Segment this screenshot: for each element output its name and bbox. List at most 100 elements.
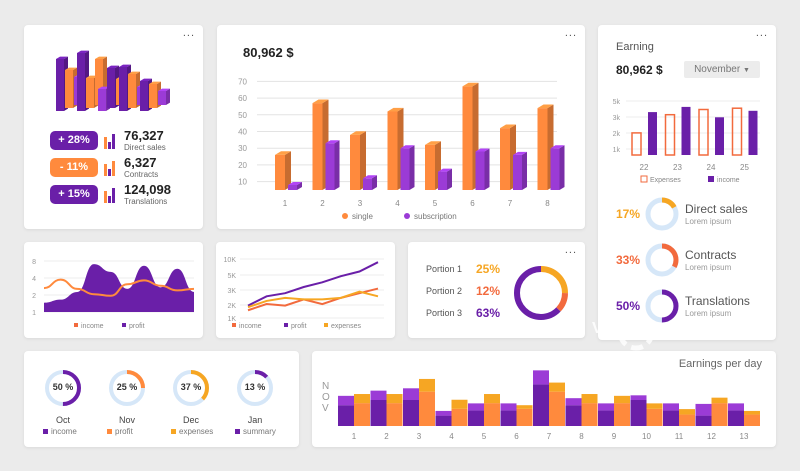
- stat-label: Translations: [124, 197, 168, 206]
- monthly-rings-card: 50 % Oct income 25 % Nov profit 37 % Dec expense…: [24, 351, 299, 447]
- per-day-side-label: NOV: [322, 381, 330, 414]
- day-bar-orange: [646, 408, 663, 426]
- day-bar-purple-top: [403, 388, 419, 400]
- stats-card: ... + 28% 76,327 Direct sales - 11% 6,327 Con…: [24, 25, 203, 229]
- month-select[interactable]: November ▼: [684, 61, 760, 78]
- day-bar-orange-top: [451, 399, 468, 409]
- stat-label: Contracts: [124, 170, 159, 179]
- y-tick-label: 3k: [613, 115, 621, 122]
- metric-title: Translations: [685, 294, 750, 308]
- ring-percent: 25 %: [116, 382, 138, 392]
- x-tick-label: 7: [508, 199, 513, 208]
- metric-title: Contracts: [685, 248, 737, 262]
- metric-ring-progress: [645, 243, 679, 277]
- x-tick-label: 11: [675, 432, 684, 441]
- day-bar-orange: [419, 391, 435, 426]
- x-tick-label: 6: [514, 432, 519, 441]
- card-menu-button[interactable]: ...: [564, 244, 577, 256]
- y-tick-label: 8: [32, 259, 36, 266]
- day-bar-orange: [581, 403, 598, 426]
- day-bar-orange: [484, 403, 500, 426]
- day-bar-purple: [663, 410, 679, 426]
- watermark-logo-icon: [616, 312, 656, 352]
- day-bar-orange-top: [646, 403, 663, 409]
- stat-badge: + 28%: [50, 131, 98, 150]
- metric-percent: 17%: [616, 207, 641, 221]
- x-tick-label: 1: [352, 432, 357, 441]
- legend-swatch-income: [232, 323, 236, 327]
- day-bar-purple: [370, 400, 387, 426]
- line-profit: [247, 261, 379, 307]
- main-bar-chart-card: ... 80,962 $ 10 20 30 40 50 60 70 1 2 3 4 5 6 7 8 singl…: [217, 25, 585, 229]
- day-bar-orange: [614, 403, 630, 426]
- day-bar-orange-top: [549, 382, 565, 392]
- portions-donut-chart: [514, 266, 568, 320]
- y-tick-label: 4: [32, 276, 36, 283]
- card-menu-button[interactable]: ...: [564, 27, 577, 39]
- bar-single: [275, 151, 291, 190]
- legend-swatch: [171, 429, 176, 435]
- day-bar-purple-top: [338, 395, 354, 406]
- legend-label-subscription: subscription: [414, 212, 457, 221]
- main-bar-chart: 10 20 30 40 50 60 70 1 2 3 4 5 6 7 8 single subscription: [238, 77, 565, 221]
- isometric-bar-illustration: [56, 50, 170, 111]
- y-tick-label: 2k: [613, 131, 621, 138]
- earnings-per-day-bar-chart: 1 2 3 4 5 6 7 8 9 10 11 12 13: [338, 370, 760, 441]
- day-bar-orange-top: [614, 395, 630, 404]
- caret-down-icon: ▼: [742, 67, 750, 74]
- stat-label: Direct sales: [124, 143, 166, 152]
- y-tick-label: 20: [238, 161, 247, 170]
- x-tick-label: 1: [283, 199, 288, 208]
- day-bar-orange: [516, 408, 533, 426]
- y-tick-label: 40: [238, 128, 247, 137]
- card-menu-button[interactable]: ...: [182, 27, 195, 39]
- metric-subtitle: Lorem ipsum: [685, 263, 732, 272]
- day-bar-orange: [679, 414, 695, 426]
- x-tick-label: 2: [320, 199, 325, 208]
- earning-bar-chart: 1k 2k 3k 5k 22 23 24 25 Expenses income: [613, 99, 760, 323]
- x-tick-label: 10: [642, 432, 651, 441]
- portion-label: Portion 3: [426, 308, 463, 318]
- day-bar-purple-top: [565, 398, 582, 406]
- portion-value: 12%: [476, 284, 501, 298]
- ring-month: Jan: [247, 415, 263, 425]
- y-tick-label: 2K: [227, 303, 236, 310]
- legend-label: summary: [243, 427, 276, 436]
- day-bar-orange: [386, 403, 403, 426]
- stat-value: 76,327: [124, 128, 164, 143]
- ring-legend: income: [43, 427, 93, 436]
- x-tick-label: 25: [740, 163, 749, 172]
- legend-swatch-profit: [122, 323, 126, 327]
- day-bar-purple: [435, 415, 452, 426]
- watermark: VCG VCG211331353452: [590, 300, 790, 360]
- x-tick-label: 4: [395, 199, 400, 208]
- day-bar-orange-top: [516, 405, 533, 409]
- x-tick-label: 8: [545, 199, 550, 208]
- stat-value: 6,327: [124, 155, 157, 170]
- y-tick-label: 10: [238, 178, 247, 187]
- day-bar-orange-top: [484, 394, 500, 404]
- ring-legend: summary: [235, 427, 285, 436]
- day-bar-orange-top: [354, 394, 370, 404]
- bar-income: [715, 117, 724, 155]
- portion-value: 25%: [476, 262, 501, 276]
- day-bar-purple-top: [468, 403, 484, 411]
- x-tick-label: 12: [707, 432, 716, 441]
- x-tick-label: 5: [482, 432, 487, 441]
- bar-income: [681, 106, 691, 155]
- legend-dot-subscription: [404, 213, 410, 219]
- day-bar-purple-top: [728, 403, 744, 411]
- metric-title: Direct sales: [685, 202, 748, 216]
- ring-progress: [173, 370, 209, 406]
- metric-percent: 33%: [616, 253, 641, 267]
- day-bar-orange-top: [419, 378, 435, 392]
- day-bar-orange-top: [744, 410, 760, 415]
- portion-label: Portion 1: [426, 264, 463, 274]
- bar-income: [748, 110, 758, 155]
- y-tick-label: 2: [32, 293, 36, 300]
- day-bar-purple-top: [695, 403, 712, 416]
- mini-bars-icon: [104, 160, 118, 176]
- bar-single: [350, 131, 366, 190]
- card-menu-button[interactable]: ...: [755, 27, 768, 39]
- x-tick-label: 9: [612, 432, 617, 441]
